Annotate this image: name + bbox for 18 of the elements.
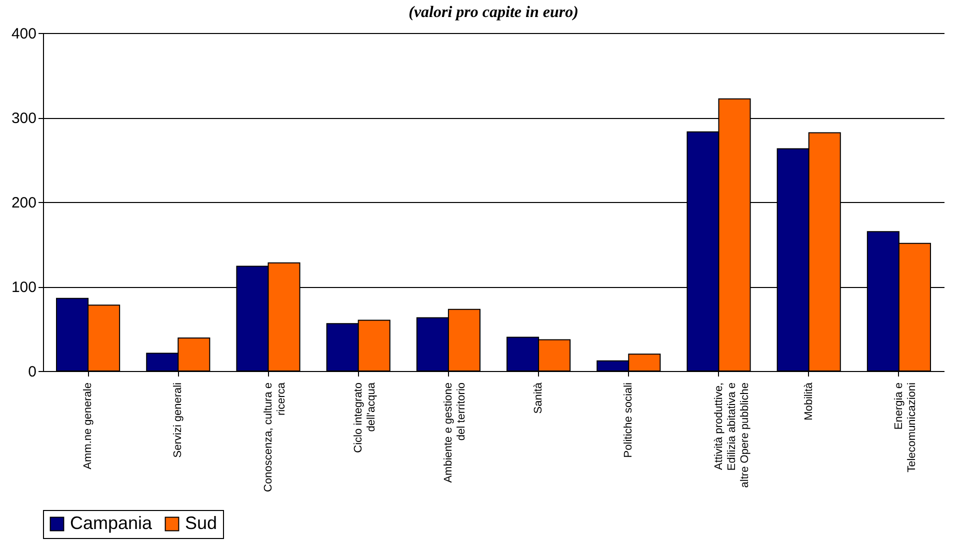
x-tick-label: Attività produttive, Edilizia abitativa e altre Opere pubbliche: [712, 382, 751, 488]
y-tick-label: 100: [11, 279, 36, 296]
y-tick-label: 200: [11, 194, 36, 212]
x-tick-label: Amm.ne generale: [82, 382, 94, 470]
y-tick-label: 0: [28, 364, 36, 380]
x-tick-label: Sanità: [532, 382, 545, 414]
x-tick-label: Ambiente e gestione del territorio: [442, 382, 468, 483]
x-tick-label: Ciclo integrato dell'acqua: [352, 382, 378, 453]
x-tick-label: Energia e Telecomunicazioni: [892, 382, 918, 472]
y-tick-label: 400: [11, 26, 36, 42]
chart-title: (valori pro capite in euro): [408, 4, 578, 21]
x-tick-label: Servizi generali: [172, 382, 184, 458]
x-tick-label: Politiche sociali: [622, 382, 635, 458]
x-tick-label: Conoscenza, cultura e ricerca: [262, 382, 288, 492]
legend-label: Sud: [185, 513, 218, 533]
legend-label: Campania: [70, 513, 154, 533]
x-tick-label: Mobilità: [802, 382, 815, 420]
y-tick-label: 300: [11, 110, 36, 127]
